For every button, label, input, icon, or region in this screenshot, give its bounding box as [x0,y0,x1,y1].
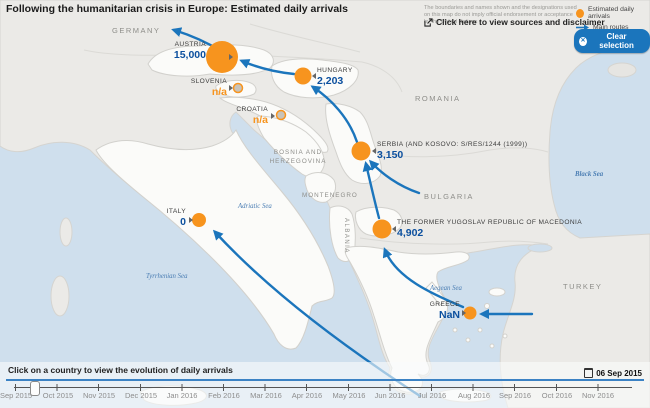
label-romania: ROMANIA [415,94,461,103]
marker-italy[interactable] [192,213,206,227]
label-bulgaria: BULGARIA [424,192,474,201]
label-aegean-sea: Aegean Sea [430,285,462,292]
label-black-sea: Black Sea [575,171,604,178]
route-bulgaria-serbia [368,159,421,195]
tick-label: Oct 2016 [541,391,573,400]
sea-marmara [527,243,553,253]
tick-label: May 2016 [332,391,366,400]
island-corsica [59,217,73,247]
arrivals-legend-icon [576,8,584,18]
current-date: 06 Sep 2015 [584,368,642,378]
pointer-slovenia [229,85,233,91]
marker-slovenia[interactable] [232,82,244,94]
tick-label: Jul 2016 [417,391,447,400]
label-bosnia: BOSNIA AND HERZEGOVINA [269,149,327,165]
tick-label: Aug 2016 [457,391,491,400]
clear-selection-label: Clear selection [599,32,634,50]
clear-selection-button[interactable]: ✕ Clear selection [574,29,650,53]
tick-label: Dec 2015 [124,391,158,400]
marker-label-greece: GREECE NaN [429,301,460,321]
pointer-croatia [271,113,275,119]
marker-label-italy: ITALY 0 [166,208,186,228]
route-hungary-austria [239,59,296,76]
marker-label-macedonia: THE FORMER YUGOSLAV REPUBLIC OF MACEDONI… [397,219,583,239]
tick-label: Mar 2016 [250,391,282,400]
island-aegean-4 [489,343,495,349]
country-montenegro[interactable] [304,172,337,203]
marker-label-serbia: SERBIA (AND KOSOVO: S/RES/1244 (1999)) 3… [377,141,528,161]
island-euboea [425,281,447,306]
label-turkey: TURKEY [563,282,603,291]
tick-label: Jun 2016 [374,391,406,400]
tick-label: Jan 2016 [166,391,198,400]
timeline-instruction: Click on a country to view the evolution… [8,365,233,375]
current-date-label: 06 Sep 2015 [596,368,642,378]
page-title: Following the humanitarian crisis in Eur… [6,3,348,15]
island-chios [484,303,490,309]
pointer-macedonia [392,226,396,232]
marker-greece[interactable] [463,306,477,320]
pointer-serbia [372,148,376,154]
pointer-italy [189,217,193,223]
country-greece[interactable] [344,245,470,393]
marker-macedonia[interactable] [372,219,392,239]
marker-label-slovenia: SLOVENIA n/a [190,78,227,98]
external-link-icon [424,17,433,27]
island-lesbos [488,287,506,297]
route-greece-macedonia [382,247,465,309]
sources-disclaimer-link[interactable]: Click here to view sources and disclaime… [424,17,605,27]
tick-label: Sep 2015 [0,391,33,400]
arrival-markers [192,41,477,320]
un-disclaimer-note: The boundaries and names shown and the d… [424,5,577,25]
marker-label-hungary: HUNGARY 2,203 [317,67,353,87]
marker-serbia[interactable] [351,141,371,161]
pointer-hungary [312,73,316,79]
marker-hungary[interactable] [294,67,312,85]
sources-disclaimer-label: Click here to view sources and disclaime… [436,17,605,27]
tick-label: Oct 2015 [42,391,74,400]
tick-label: Nov 2015 [82,391,116,400]
label-germany: GERMANY [112,26,161,35]
arrivals-legend-label: Estimated daily arrivals [587,6,635,20]
tick-label: Sep 2016 [498,391,532,400]
timeline-slider-handle[interactable] [30,381,40,396]
tick-label: Nov 2016 [581,391,615,400]
label-adriatic-sea: Adriatic Sea [238,203,272,210]
tick-label: Apr 2016 [291,391,323,400]
island-aegean-2 [465,337,471,343]
island-sardinia [50,275,70,317]
calendar-icon [584,368,594,378]
timeline-ticks [15,384,615,391]
timeline-track[interactable] [6,379,644,381]
label-montenegro: MONTENEGRO [302,192,358,199]
tick-label: Feb 2016 [208,391,240,400]
island-aegean-1 [452,327,458,333]
route-serbia-hungary [310,85,359,144]
crimea [607,62,637,78]
marker-label-croatia: CROATIA n/a [236,106,268,126]
marker-austria[interactable] [206,41,238,73]
timeline-panel: Click on a country to view the evolution… [0,362,650,408]
main-routes [171,27,534,398]
marker-label-austria: AUSTRIA 15,000 [173,41,206,61]
routes-legend-label: Main routes [593,24,629,31]
pointer-greece [462,310,466,316]
marker-croatia[interactable] [275,109,287,121]
clear-icon: ✕ [579,36,588,46]
island-aegean-5 [502,333,508,339]
island-aegean-3 [477,327,483,333]
label-tyrrhenian-sea: Tyrrhenian Sea [146,273,188,280]
pointer-austria [229,54,233,60]
route-macedonia-serbia [362,161,381,220]
